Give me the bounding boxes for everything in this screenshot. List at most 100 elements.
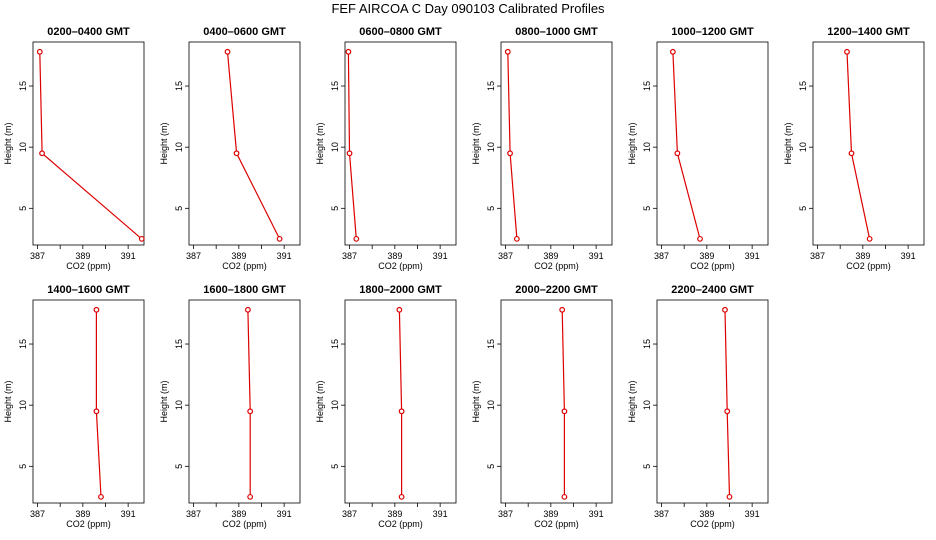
data-point [559,306,566,313]
x-tick-label: 389 [855,251,870,261]
x-tick-label: 387 [498,251,513,261]
panel-title: 1600–1800 GMT [203,284,286,296]
y-tick-label: 15 [486,81,496,91]
profile-line [398,309,403,497]
data-point [561,408,568,415]
y-tick-label: 15 [18,339,28,349]
x-tick-label: 389 [699,251,714,261]
y-tick-label: 10 [642,400,652,410]
profile-panel-11: 2200–2400 GMT 387 389 391 5 10 15 CO2 (ppm) Heig… [627,284,769,529]
x-tick-label: 391 [745,251,760,261]
x-axis-label: CO2 (ppm) [690,261,735,271]
plot-frame [500,41,613,246]
y-axis-label: Height (m) [159,122,169,164]
data-point [396,306,403,313]
x-tick-label: 387 [654,251,669,261]
profile-panel-2: 0400–0600 GMT 387 389 391 5 10 15 CO2 (ppm) Heig… [159,26,301,271]
plot-frame [188,41,301,246]
profile-panel-6: 1200–1400 GMT 387 389 391 5 10 15 CO2 (ppm) Heig… [783,26,925,271]
panel-title: 1800–2000 GMT [359,284,442,296]
x-tick-label: 391 [277,251,292,261]
y-axis-label: Height (m) [3,122,13,164]
plot-frame [344,41,457,246]
y-tick-label: 15 [330,81,340,91]
panel-title: 0200–0400 GMT [47,26,130,38]
y-tick-label: 5 [798,206,808,211]
x-tick-label: 389 [543,251,558,261]
profile-line [226,51,281,240]
profile-panel-10: 2000–2200 GMT 387 389 391 5 10 15 CO2 (ppm) Heig… [471,284,613,529]
y-tick-label: 15 [174,339,184,349]
data-point [93,306,100,313]
y-tick-label: 15 [174,81,184,91]
x-tick-label: 387 [342,509,357,519]
x-tick-label: 389 [231,509,246,519]
data-point [507,150,513,157]
panel-title: 0600–0800 GMT [359,26,442,38]
data-point [98,493,104,500]
data-point [513,235,520,242]
x-tick-label: 387 [654,509,669,519]
panel-title: 1000–1200 GMT [671,26,754,38]
data-point [561,493,568,500]
panel-title: 2200–2400 GMT [671,284,754,296]
y-tick-label: 10 [330,142,340,152]
data-point [848,150,855,157]
y-tick-label: 5 [642,206,652,211]
panel-title: 1400–1600 GMT [47,284,130,296]
data-point [398,408,405,415]
profile-panel-3: 0600–0800 GMT 387 389 391 5 10 15 CO2 (ppm) Heig… [315,26,457,271]
x-tick-label: 387 [30,251,45,261]
x-tick-label: 387 [810,251,825,261]
y-tick-label: 5 [642,464,652,469]
y-axis-label: Height (m) [627,380,637,422]
y-axis-label: Height (m) [3,380,13,422]
data-point [233,150,240,157]
x-axis-label: CO2 (ppm) [534,261,579,271]
y-tick-label: 10 [642,142,652,152]
y-axis-label: Height (m) [315,122,325,164]
figure-title: FEF AIRCOA C Day 090103 Calibrated Profi… [331,1,605,16]
x-tick-label: 387 [186,509,201,519]
data-point [345,48,352,55]
x-tick-label: 389 [699,509,714,519]
profile-line [39,51,143,240]
x-axis-label: CO2 (ppm) [222,519,267,529]
y-tick-label: 5 [330,464,340,469]
x-tick-label: 391 [589,251,604,261]
y-tick-label: 10 [798,142,808,152]
y-tick-label: 15 [330,339,340,349]
x-tick-label: 391 [901,251,916,261]
x-axis-label: CO2 (ppm) [534,519,579,529]
x-axis-label: CO2 (ppm) [378,261,423,271]
plot-frame [656,299,769,504]
y-axis-label: Height (m) [471,122,481,164]
profile-line [507,51,518,239]
x-axis-label: CO2 (ppm) [66,261,111,271]
panel-title: 1200–1400 GMT [827,26,910,38]
profile-line [724,309,731,497]
x-tick-label: 391 [745,509,760,519]
y-tick-label: 5 [18,206,28,211]
profile-line [561,309,566,497]
x-tick-label: 389 [387,509,402,519]
y-tick-label: 15 [798,81,808,91]
panel-grid: 0200–0400 GMT 387 389 391 5 10 15 CO2 (ppm) Heig… [3,26,925,529]
data-point [224,48,231,55]
profile-panel-8: 1600–1800 GMT 387 389 391 5 10 15 CO2 (ppm) Heig… [159,284,301,529]
y-tick-label: 15 [642,81,652,91]
profile-panel-5: 1000–1200 GMT 387 389 391 5 10 15 CO2 (ppm) Heig… [627,26,769,271]
plot-frame [32,299,145,504]
data-point [722,306,728,313]
y-tick-label: 10 [174,142,184,152]
y-axis-label: Height (m) [627,122,637,164]
x-tick-label: 391 [589,509,604,519]
plot-frame [188,299,301,504]
x-tick-label: 387 [498,509,513,519]
y-axis-label: Height (m) [783,122,793,164]
data-point [844,48,850,55]
y-tick-label: 10 [18,400,28,410]
x-tick-label: 391 [277,509,292,519]
profile-line [95,309,102,497]
y-tick-label: 10 [486,400,496,410]
